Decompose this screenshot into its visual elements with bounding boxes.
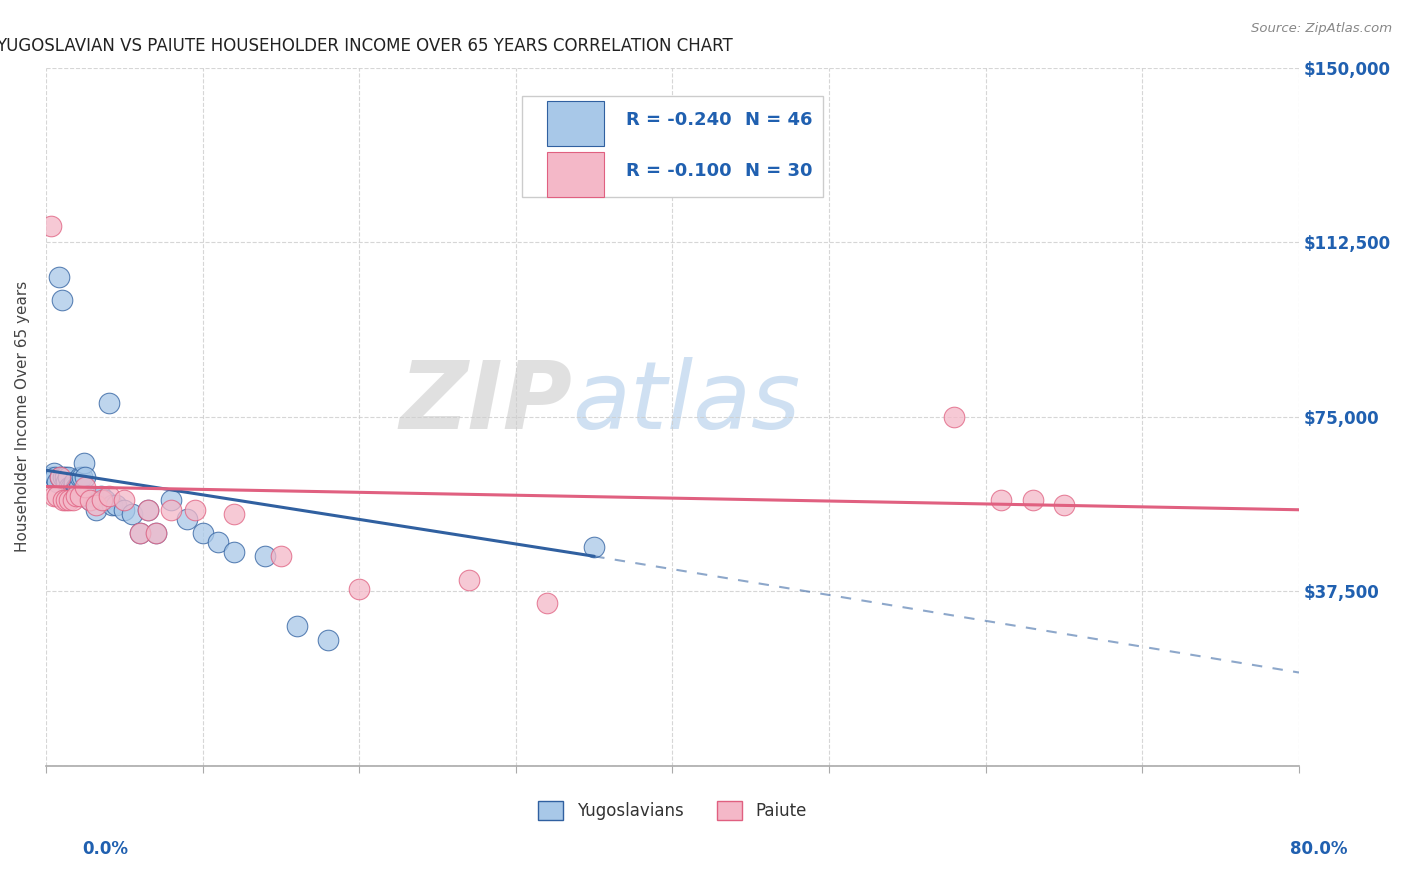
Point (191, 526, 214, 541)
Point (270, 549, 292, 564)
Point (583, 540, 606, 554)
Point (49, 470, 72, 484)
Point (136, 502, 159, 516)
Point (222, 508, 245, 522)
Point (39, 470, 62, 484)
Legend: Yugoslavians, Paiute: Yugoslavians, Paiute (538, 801, 807, 820)
Point (69, 489, 91, 503)
Text: ZIP: ZIP (399, 357, 572, 449)
Point (60, 479, 83, 493)
Point (70, 470, 93, 484)
Text: N = 30: N = 30 (745, 162, 813, 180)
Text: YUGOSLAVIAN VS PAIUTE HOUSEHOLDER INCOME OVER 65 YEARS CORRELATION CHART: YUGOSLAVIAN VS PAIUTE HOUSEHOLDER INCOME… (0, 37, 733, 55)
Point (100, 498, 122, 512)
Point (79, 493, 101, 508)
Point (45, 475, 67, 489)
Point (136, 502, 159, 516)
Point (207, 535, 229, 549)
Point (145, 526, 167, 541)
Point (990, 493, 1012, 508)
Point (58, 493, 80, 508)
Point (222, 544, 245, 558)
Point (52, 493, 75, 508)
Point (121, 508, 143, 522)
Point (316, 632, 339, 647)
Text: Source: ZipAtlas.com: Source: ZipAtlas.com (1251, 22, 1392, 36)
Point (457, 573, 479, 587)
Point (65, 489, 87, 503)
Point (145, 526, 167, 541)
Point (536, 596, 558, 610)
Point (56, 470, 79, 484)
Point (160, 502, 183, 516)
Point (160, 493, 183, 508)
Point (75, 470, 97, 484)
Point (45, 489, 67, 503)
Point (76, 489, 98, 503)
Point (66, 479, 89, 493)
Text: atlas: atlas (572, 358, 800, 449)
Point (90, 489, 112, 503)
Point (52, 470, 75, 484)
Point (97, 396, 120, 410)
Point (42, 466, 65, 480)
Point (82, 489, 104, 503)
Text: R = -0.240: R = -0.240 (626, 112, 731, 129)
Point (39, 219, 62, 233)
Point (176, 512, 198, 526)
Point (105, 498, 128, 512)
Point (84, 502, 107, 516)
Point (72, 456, 94, 470)
Point (63, 475, 86, 489)
Point (51, 293, 73, 308)
Point (75, 479, 97, 493)
Text: 80.0%: 80.0% (1291, 840, 1347, 858)
Point (84, 498, 107, 512)
Point (129, 526, 152, 541)
Point (112, 502, 135, 516)
Point (55, 493, 77, 508)
Text: 0.0%: 0.0% (83, 840, 128, 858)
Point (49, 470, 72, 484)
Point (62, 493, 84, 508)
Point (943, 409, 966, 424)
Point (94, 493, 117, 508)
Point (1053, 498, 1076, 512)
FancyBboxPatch shape (547, 101, 603, 146)
Point (129, 526, 152, 541)
Point (347, 582, 370, 596)
Point (53, 470, 76, 484)
Point (1022, 493, 1045, 508)
Point (69, 470, 91, 484)
Point (44, 470, 66, 484)
Point (254, 549, 277, 564)
Point (112, 493, 135, 508)
Y-axis label: Householder Income Over 65 years: Householder Income Over 65 years (15, 281, 30, 552)
FancyBboxPatch shape (522, 95, 823, 197)
Point (184, 502, 207, 516)
Point (285, 619, 308, 633)
Point (79, 493, 101, 508)
Point (62, 479, 84, 493)
Point (91, 493, 114, 508)
Point (48, 270, 70, 285)
Point (58, 479, 80, 493)
Point (97, 489, 120, 503)
Point (67, 479, 90, 493)
Point (65, 479, 87, 493)
FancyBboxPatch shape (547, 152, 603, 197)
Point (42, 489, 65, 503)
Text: N = 46: N = 46 (745, 112, 813, 129)
Point (77, 489, 100, 503)
Text: R = -0.100: R = -0.100 (626, 162, 731, 180)
Point (55, 475, 77, 489)
